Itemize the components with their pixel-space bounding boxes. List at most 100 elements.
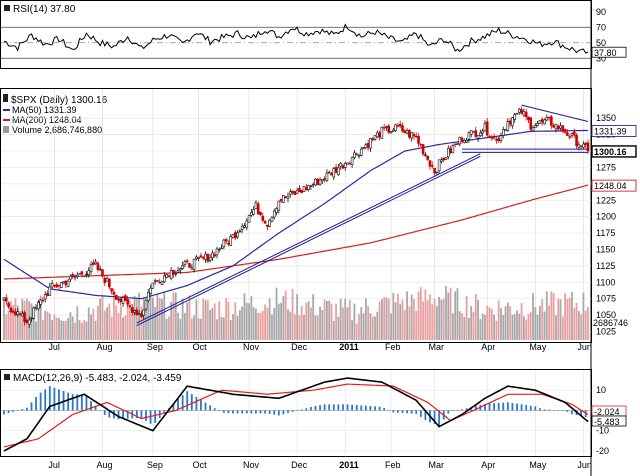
candle-body [405,130,409,134]
price-tick-label: 1225 [596,195,616,205]
candle-body [169,270,173,279]
candle-body [531,127,535,131]
volume-bar [151,297,154,340]
volume-bar [527,314,530,340]
macd-histogram-bar [236,410,239,414]
macd-histogram-bar [566,410,569,412]
volume-bar [200,318,202,340]
candle-body [584,142,588,145]
macd-histogram-bar [282,410,285,415]
volume-bar [174,292,177,340]
macd-histogram-bar [493,403,496,411]
macd-histogram-bar [360,405,363,411]
volume-bar [83,319,86,340]
candle-body [149,287,152,295]
candle-body [389,131,393,134]
volume-bar [490,308,493,340]
candle-body [556,125,560,130]
candle-body [453,143,457,145]
candle-body [442,157,446,161]
trendline-lower-2 [136,155,481,327]
volume-bar [440,299,443,340]
candle-body [339,163,342,167]
macd-histogram-bar [305,408,308,411]
volume-bar [87,307,90,340]
candle-body [32,307,36,319]
volume-bar [257,312,260,340]
macd-histogram-bar [456,409,459,411]
candle-body [499,135,503,141]
price-x-label: Jul [48,342,60,352]
volume-bar [493,314,496,340]
candle-body [481,130,484,134]
macd-x-label: Jul [48,460,60,470]
macd-histogram-bar [571,410,573,415]
candle-body [259,211,262,216]
macd-histogram-bar [314,405,317,411]
volume-bar [571,292,573,340]
macd-histogram-bar [172,403,175,411]
candle-body [552,125,555,128]
candle-body [126,299,129,305]
candle-body [277,200,281,211]
candle-body [446,148,450,158]
candle-body [98,268,102,271]
volume-bar [298,315,301,340]
candle-body [511,117,514,126]
volume-bar [468,317,470,340]
candle-body [34,307,38,309]
candle-body [195,256,198,259]
candle-body [229,236,233,246]
macd-histogram-bar [195,396,198,411]
price-tick-label: 1025 [596,326,616,336]
candle-body [350,157,354,165]
macd-histogram-bar [552,409,555,411]
macd-histogram-bar [447,410,450,414]
candle-body [325,172,329,181]
candle-body [82,275,86,277]
candle-body [465,140,468,143]
macd-histogram-bar [410,410,413,414]
candle-body [327,171,331,174]
volume-bar [236,315,239,340]
macd-x-label: Sep [147,460,163,470]
volume-bar [248,303,250,340]
candle-body [144,299,148,310]
candle-body [94,261,97,265]
rsi-legend-icon [4,5,10,11]
macd-histogram-bar [534,406,537,411]
volume-bar [488,307,491,340]
candle-body [199,255,203,258]
candle-body [23,312,26,323]
candle-body [153,280,157,283]
volume-bar [442,298,445,340]
candle-body [151,282,155,289]
candle-body [208,257,212,261]
volume-bar [399,304,402,340]
candle-body [371,138,375,141]
macd-histogram-bar [181,395,184,411]
volume-bar [504,306,507,340]
macd-x-label: Aug [96,460,112,470]
volume-bar [291,288,294,340]
volume-bar [3,298,5,340]
macd-histogram-bar [342,404,344,411]
candle-body [433,168,436,174]
volume-bar [424,289,427,340]
candle-body [522,111,526,116]
candle-body [112,291,116,295]
price-tag-box [591,145,637,158]
macd-histogram-bar [222,410,225,413]
macd-value-label: -5.483 [594,417,620,427]
candle-body [364,144,368,149]
volume-bar [568,297,571,340]
candle-body [163,275,166,283]
volume-bar [513,314,516,340]
candle-body [172,270,175,275]
candle-body [243,225,246,228]
candle-body [529,117,533,130]
ma50-legend-label: MA(50) 1331.39 [12,105,77,115]
volume-bar [188,295,191,340]
candle-body [69,275,72,280]
price-legend-icon [3,94,8,102]
